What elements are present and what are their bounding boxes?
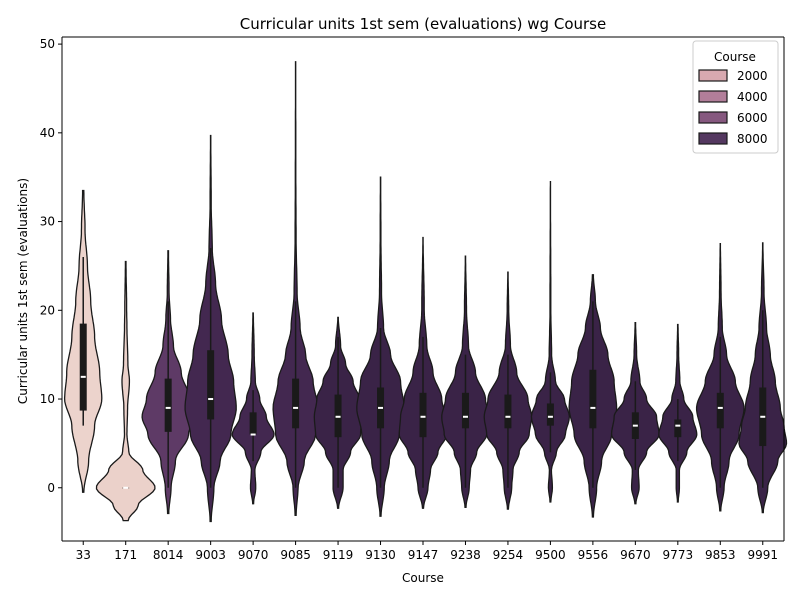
- x-tick-label-9147: 9147: [408, 548, 439, 562]
- legend-swatch-2000: [698, 69, 728, 82]
- violin-iqr-9147: [419, 392, 427, 438]
- violin-8014: [141, 250, 195, 515]
- violin-median-9085: [293, 406, 299, 409]
- violin-9556: [568, 274, 618, 518]
- violin-median-171: [123, 486, 129, 489]
- legend-swatch-4000: [698, 90, 728, 103]
- violin-median-9500: [547, 415, 553, 418]
- y-axis-label: Curricular units 1st sem (evaluations): [16, 178, 30, 404]
- chart-title: Curricular units 1st sem (evaluations) w…: [240, 15, 606, 33]
- violin-iqr-8014: [164, 378, 172, 432]
- y-tick-label-50: 50: [40, 37, 55, 51]
- violin-body-171: [95, 260, 156, 522]
- violin-median-9119: [335, 415, 341, 418]
- violin-iqr-9556: [589, 369, 597, 429]
- x-tick-label-9070: 9070: [238, 548, 269, 562]
- x-tick-label-9238: 9238: [450, 548, 481, 562]
- violin-9254: [483, 271, 533, 510]
- x-tick-label-9500: 9500: [535, 548, 566, 562]
- violin-median-33: [80, 375, 86, 378]
- violin-median-9003: [208, 398, 214, 401]
- violin-iqr-9853: [716, 392, 724, 429]
- violin-9130: [356, 176, 405, 517]
- x-tick-label-9670: 9670: [620, 548, 651, 562]
- legend-title: Course: [714, 50, 756, 64]
- legend: Course 2000 4000 6000 8000: [692, 40, 779, 154]
- x-tick-label-9773: 9773: [663, 548, 694, 562]
- x-tick-label-171: 171: [114, 548, 137, 562]
- violin-9670: [610, 322, 660, 505]
- violin-median-8014: [165, 406, 171, 409]
- x-tick-label-9853: 9853: [705, 548, 736, 562]
- violin-9238: [441, 255, 490, 508]
- violin-median-9254: [505, 415, 511, 418]
- legend-swatch-6000: [698, 111, 728, 124]
- y-tick-label-10: 10: [40, 392, 55, 406]
- violin-iqr-9254: [504, 394, 512, 429]
- violin-9119: [313, 316, 363, 509]
- violin-body-9500: [530, 180, 571, 503]
- violin-iqr-9003: [207, 350, 215, 420]
- legend-label-4000: 4000: [737, 90, 768, 104]
- violin-median-9991: [760, 415, 766, 418]
- plot-area: [63, 61, 788, 523]
- violin-median-9130: [378, 406, 384, 409]
- y-tick-label-0: 0: [47, 481, 55, 495]
- x-tick-label-9085: 9085: [280, 548, 311, 562]
- legend-swatch-8000: [698, 132, 728, 145]
- y-tick-label-30: 30: [40, 215, 55, 229]
- legend-frame: [692, 40, 779, 154]
- violin-median-9670: [632, 424, 638, 427]
- violin-median-9556: [590, 406, 596, 409]
- violin-median-9853: [717, 406, 723, 409]
- x-tick-label-9556: 9556: [578, 548, 609, 562]
- violin-9147: [398, 236, 448, 509]
- x-tick-label-8014: 8014: [153, 548, 184, 562]
- legend-label-6000: 6000: [737, 111, 768, 125]
- violin-9773: [658, 323, 698, 503]
- violin-9500: [530, 180, 571, 503]
- violin-median-9773: [675, 424, 681, 427]
- violin-median-9070: [250, 433, 256, 436]
- x-tick-label-9991: 9991: [747, 548, 778, 562]
- violin-9991: [738, 242, 788, 514]
- violin-9003: [184, 134, 237, 523]
- violin-median-9147: [420, 415, 426, 418]
- x-tick-label-9254: 9254: [493, 548, 524, 562]
- violin-median-9238: [462, 415, 468, 418]
- violin-iqr-9085: [292, 378, 300, 429]
- violin-body-9085: [272, 61, 319, 516]
- x-tick-label-9130: 9130: [365, 548, 396, 562]
- violin-iqr-9773: [674, 419, 682, 438]
- violin-iqr-33: [79, 323, 87, 411]
- legend-label-8000: 8000: [737, 132, 768, 146]
- violin-iqr-9500: [546, 403, 554, 426]
- y-tick-label-20: 20: [40, 303, 55, 317]
- x-tick-label-9003: 9003: [195, 548, 226, 562]
- violin-iqr-9070: [249, 412, 257, 435]
- violin-9853: [695, 243, 745, 512]
- x-tick-label-33: 33: [76, 548, 91, 562]
- violin-9070: [231, 312, 275, 505]
- x-axis-label: Course: [402, 571, 444, 585]
- x-tick-label-9119: 9119: [323, 548, 354, 562]
- violin-33: [63, 189, 103, 493]
- violin-9085: [272, 61, 319, 516]
- axes: 0 10 20 30 40 50 33 171 8014 9003 9070 9085 9119 9130…: [40, 36, 785, 562]
- violin-iqr-9238: [461, 392, 469, 429]
- y-tick-label-40: 40: [40, 126, 55, 140]
- legend-label-2000: 2000: [737, 69, 768, 83]
- violin-171: [95, 260, 156, 522]
